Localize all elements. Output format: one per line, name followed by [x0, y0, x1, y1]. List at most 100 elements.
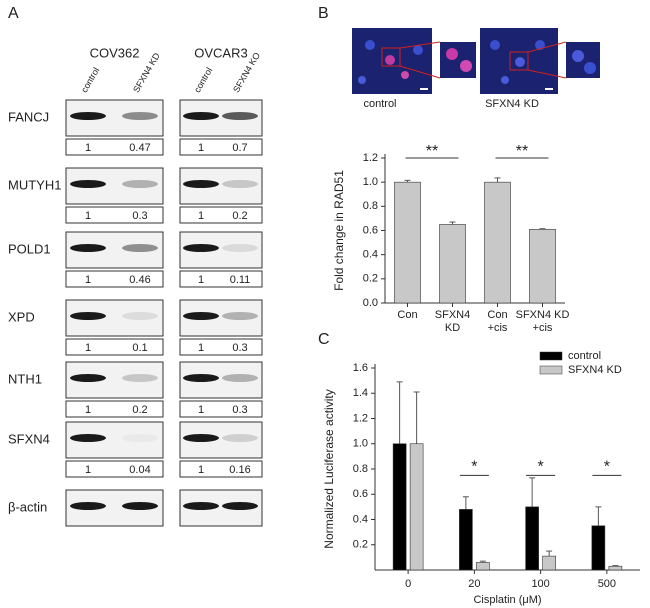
quant-value: 1	[85, 404, 91, 416]
x-tick-label: 100	[531, 578, 549, 590]
y-tick-label: 0.8	[363, 200, 378, 212]
quant-value: 0.3	[132, 210, 147, 222]
significance: **	[516, 143, 528, 160]
protein-label: POLD1	[8, 241, 51, 256]
x-tick-label: SFXN4 KD +cis	[515, 309, 570, 334]
nucleus	[365, 40, 375, 50]
x-tick-label: 20	[468, 578, 480, 590]
quant-value: 1	[85, 274, 91, 286]
significance: *	[538, 459, 544, 476]
bar	[459, 509, 473, 571]
nucleus	[572, 50, 584, 62]
y-tick-label: 1.2	[353, 412, 368, 424]
x-tick-label: Con	[397, 309, 418, 321]
band	[70, 502, 106, 510]
bar	[409, 443, 424, 571]
significance: **	[426, 143, 438, 160]
band	[122, 244, 158, 252]
quant-value: 0.2	[132, 404, 147, 416]
nucleus	[535, 40, 545, 50]
band	[222, 434, 258, 442]
band	[70, 180, 106, 188]
y-tick-label: 0.2	[353, 539, 368, 551]
band	[70, 374, 106, 382]
y-tick-label: 1.6	[353, 362, 368, 374]
quant-value: 1	[198, 210, 204, 222]
y-tick-label: 0.6	[363, 224, 378, 236]
protein-label: MUTYH1	[8, 177, 61, 192]
cell-line: COV362	[90, 45, 140, 60]
legend-label: SFXN4 KD	[568, 364, 622, 376]
quant-box	[65, 206, 164, 224]
x-axis-label: Cisplatin (μM)	[473, 594, 541, 606]
quant-value: 0.3	[232, 342, 247, 354]
lane-label: control	[79, 66, 101, 94]
lane-label: control	[192, 66, 214, 94]
quant-box	[65, 400, 164, 418]
band	[222, 502, 258, 510]
bar	[439, 224, 466, 304]
y-tick-label: 0.6	[353, 488, 368, 500]
quant-box	[179, 206, 263, 224]
quant-value: 1	[85, 464, 91, 476]
quant-box	[179, 400, 263, 418]
quant-value: 1	[198, 464, 204, 476]
quant-box	[179, 270, 263, 288]
y-tick-label: 1.4	[353, 387, 368, 399]
y-tick-label: 0.8	[353, 463, 368, 475]
band	[183, 502, 219, 510]
band	[70, 112, 106, 120]
quant-value: 1	[85, 210, 91, 222]
band	[183, 312, 219, 320]
quant-value: 0.3	[232, 404, 247, 416]
nucleus	[501, 76, 509, 84]
quant-value: 0.7	[232, 142, 247, 154]
nucleus	[446, 48, 458, 60]
quant-value: 0.46	[129, 274, 150, 286]
quant-value: 0.1	[132, 342, 147, 354]
band	[70, 312, 106, 320]
bar	[484, 181, 511, 304]
protein-label: XPD	[8, 309, 35, 324]
significance: *	[471, 459, 477, 476]
nucleus	[401, 71, 409, 79]
bar	[529, 228, 556, 304]
quant-value: 0.47	[129, 142, 150, 154]
quant-value: 1	[198, 274, 204, 286]
panel-label: C	[318, 331, 330, 348]
cell-line: OVCAR3	[194, 45, 247, 60]
significance: *	[604, 459, 610, 476]
band	[122, 374, 158, 382]
quant-value: 0.2	[232, 210, 247, 222]
bar	[542, 555, 556, 571]
legend-label: control	[568, 350, 601, 362]
band	[222, 244, 258, 252]
quant-value: 0.16	[229, 464, 250, 476]
legend-swatch	[539, 351, 563, 361]
zoom-line	[399, 41, 441, 49]
band	[183, 112, 219, 120]
band	[222, 112, 258, 120]
bar	[608, 565, 623, 571]
nucleus	[413, 45, 423, 55]
blot	[65, 231, 164, 269]
quant-value: 1	[198, 142, 204, 154]
nucleus	[515, 57, 525, 67]
nucleus	[358, 76, 366, 84]
quant-box	[179, 138, 263, 156]
x-tick-label: SFXN4 KD	[434, 309, 471, 334]
band	[183, 180, 219, 188]
nucleus	[460, 60, 472, 72]
quant-box	[65, 338, 164, 356]
quant-box	[179, 338, 263, 356]
bar	[525, 506, 539, 571]
nucleus	[490, 40, 500, 50]
band	[122, 112, 158, 120]
image-label: SFXN4 KD	[485, 98, 539, 110]
panel-label: B	[318, 5, 329, 22]
legend-swatch	[539, 365, 563, 375]
x-tick-label: 500	[598, 578, 616, 590]
band	[122, 502, 158, 510]
